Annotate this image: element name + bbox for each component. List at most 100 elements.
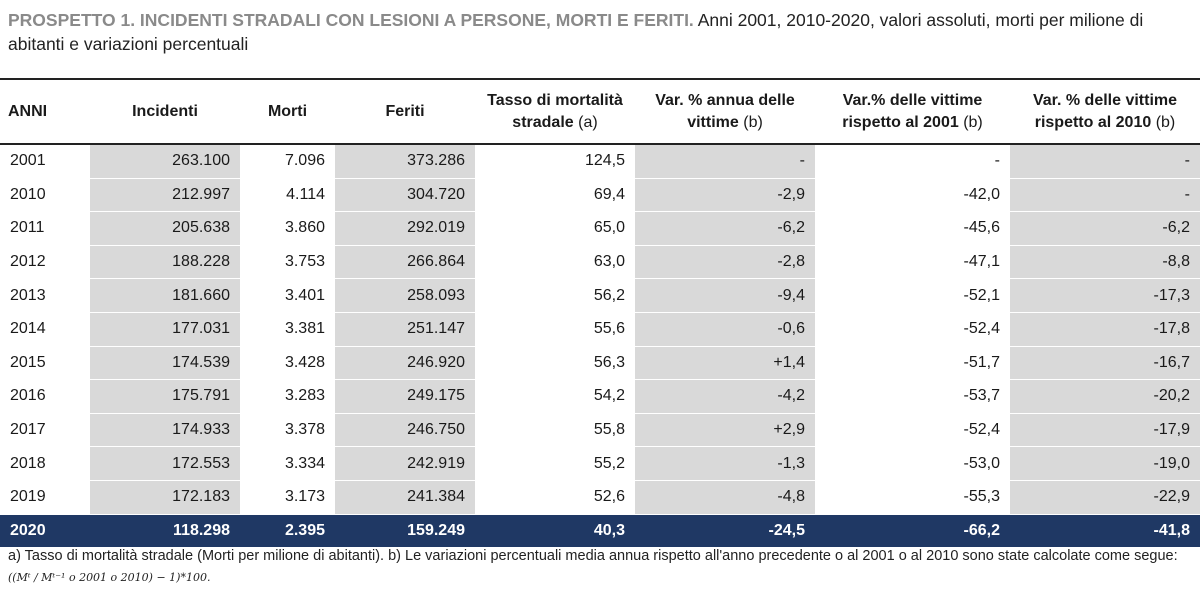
table-cell: +2,9 [635,413,815,448]
table-cell: -41,8 [1010,514,1200,549]
table-cell: 3.860 [240,211,335,246]
table-row: 2013 181.660 3.401 258.093 56,2 -9,4 -52,1 -17,… [0,278,1200,313]
table-cell: -53,7 [815,379,1010,414]
table-cell: -19,0 [1010,446,1200,481]
table-cell: 2.395 [240,514,335,549]
column-header-label: Var. % annua delle vittime [655,92,795,131]
row-year-cell: 2013 [0,278,90,313]
table-cell: -42,0 [815,178,1010,213]
column-header-label: Tasso di mortalità stradale [487,92,623,131]
table-cell: 304.720 [335,178,475,213]
table-cell: -17,9 [1010,413,1200,448]
row-year-cell: 2010 [0,178,90,213]
table-cell: -52,1 [815,278,1010,313]
top-rule [0,78,1200,80]
table-title: PROSPETTO 1. INCIDENTI STRADALI CON LESI… [8,8,1193,56]
table-cell: 40,3 [475,514,635,549]
table-cell: -9,4 [635,278,815,313]
table-cell: 3.428 [240,346,335,381]
table-cell: 258.093 [335,278,475,313]
footnote-text: a) Tasso di mortalità stradale (Morti pe… [8,548,1178,564]
table-cell: 124,5 [475,144,635,179]
table-cell: 249.175 [335,379,475,414]
table-cell: 3.173 [240,480,335,515]
table-row: 2001 263.100 7.096 373.286 124,5- - - [0,144,1200,179]
table-cell: 373.286 [335,144,475,179]
table-cell: 246.750 [335,413,475,448]
table-cell: -45,6 [815,211,1010,246]
table-cell: -2,8 [635,245,815,280]
column-header-3: Feriti [335,81,475,145]
table-cell: -6,2 [635,211,815,246]
table-cell: 52,6 [475,480,635,515]
table-row: 2010 212.997 4.114 304.720 69,4 -2,9 -42,0- [0,178,1200,213]
table-cell: 54,2 [475,379,635,414]
table-cell: -66,2 [815,514,1010,549]
table-body: 2001 263.100 7.096 373.286 124,5- - -2010 212.9… [0,144,1200,549]
table-cell: -17,8 [1010,312,1200,347]
table-cell: +1,4 [635,346,815,381]
table-cell: 55,6 [475,312,635,347]
table-cell: -1,3 [635,446,815,481]
table-row: 2014 177.031 3.381 251.147 55,6 -0,6 -52,4 -17,… [0,312,1200,347]
data-table: ANNI Incidenti Morti Feriti Tasso di mortali… [0,81,1200,549]
table-cell: 242.919 [335,446,475,481]
table-cell: - [815,144,1010,179]
table-cell: 63,0 [475,245,635,280]
column-header-2: Morti [240,81,335,145]
table-cell: 56,2 [475,278,635,313]
table-title-subtitle: Anni 2001, 2010-2020, valori assoluti, m… [8,10,1144,54]
column-header-label: ANNI [8,103,48,120]
table-cell: - [1010,144,1200,179]
row-year-cell: 2001 [0,144,90,179]
row-year-cell: 2014 [0,312,90,347]
table-cell: -22,9 [1010,480,1200,515]
row-year-cell: 2015 [0,346,90,381]
table-cell: 7.096 [240,144,335,179]
column-header-label: Morti [267,103,308,120]
table-row: 2016 175.791 3.283 249.175 54,2 -4,2 -53,7 -20,… [0,379,1200,414]
table-row: 2020 118.298 2.395 159.249 40,3 -24,5 -66,2 -41… [0,514,1200,549]
row-year-cell: 2019 [0,480,90,515]
table-header-row: ANNI Incidenti Morti Feriti Tasso di mortali… [0,81,1200,145]
table-cell: 3.283 [240,379,335,414]
table-cell: 69,4 [475,178,635,213]
column-header-label: Incidenti [132,103,198,120]
table-cell: - [1010,178,1200,213]
table-cell: -8,8 [1010,245,1200,280]
table-cell: -52,4 [815,413,1010,448]
table-cell: 292.019 [335,211,475,246]
table-cell: -20,2 [1010,379,1200,414]
table-cell: 3.334 [240,446,335,481]
table-row: 2018 172.553 3.334 242.919 55,2 -1,3 -53,0 -19,… [0,446,1200,481]
table-cell: - [635,144,815,179]
column-header-0: ANNI [0,81,90,145]
table-cell: 3.401 [240,278,335,313]
table-cell: 181.660 [90,278,240,313]
table-title-bold: PROSPETTO 1. INCIDENTI STRADALI CON LESI… [8,10,694,30]
table-cell: 241.384 [335,480,475,515]
row-year-cell: 2011 [0,211,90,246]
column-header-note: (a) [578,114,598,131]
column-header-1: Incidenti [90,81,240,145]
table-cell: 174.539 [90,346,240,381]
table-cell: 3.381 [240,312,335,347]
table-cell: -17,3 [1010,278,1200,313]
table-cell: 246.920 [335,346,475,381]
table-cell: 172.183 [90,480,240,515]
table-cell: 56,3 [475,346,635,381]
table-cell: 205.638 [90,211,240,246]
table-row: 2019 172.183 3.173 241.384 52,6 -4,8 -55,3 -22,… [0,480,1200,515]
table-cell: 3.753 [240,245,335,280]
table-cell: 188.228 [90,245,240,280]
table-cell: 266.864 [335,245,475,280]
table-cell: 118.298 [90,514,240,549]
row-year-cell: 2018 [0,446,90,481]
column-header-note: (b) [743,114,763,131]
table-cell: -53,0 [815,446,1010,481]
row-year-cell: 2020 [0,514,90,549]
row-year-cell: 2016 [0,379,90,414]
table-cell: 212.997 [90,178,240,213]
column-header-5: Var. % annua delle vittime (b) [635,81,815,145]
table-cell: 174.933 [90,413,240,448]
